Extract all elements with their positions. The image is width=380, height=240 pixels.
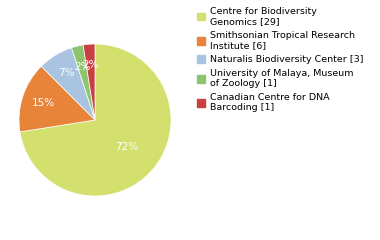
Text: 15%: 15%	[32, 98, 54, 108]
Wedge shape	[71, 45, 95, 120]
Wedge shape	[19, 66, 95, 132]
Text: 72%: 72%	[115, 142, 138, 152]
Wedge shape	[20, 44, 171, 196]
Wedge shape	[83, 44, 95, 120]
Legend: Centre for Biodiversity
Genomics [29], Smithsonian Tropical Research
Institute [: Centre for Biodiversity Genomics [29], S…	[195, 5, 365, 114]
Text: 2%: 2%	[74, 62, 90, 72]
Text: 2%: 2%	[82, 60, 99, 71]
Wedge shape	[41, 48, 95, 120]
Text: 7%: 7%	[58, 68, 74, 78]
